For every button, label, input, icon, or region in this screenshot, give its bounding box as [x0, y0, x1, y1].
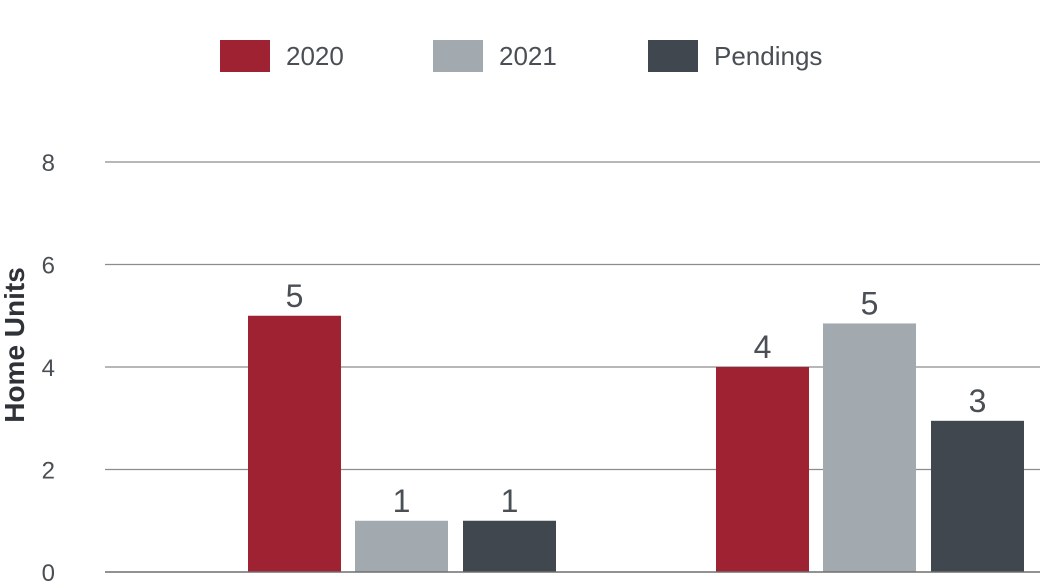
- legend-swatch-2021: [433, 40, 483, 72]
- data-label-2020-2: 4: [754, 329, 772, 365]
- legend-swatch-pendings: [648, 40, 698, 72]
- legend-swatch-2020: [220, 40, 270, 72]
- y-axis-ticks: 0 2 4 6 8: [42, 150, 55, 585]
- legend-label-2021: 2021: [499, 41, 557, 71]
- data-label-pendings-1: 1: [501, 483, 519, 519]
- data-label-2021-1: 1: [393, 483, 411, 519]
- y-tick-label-6: 6: [42, 253, 55, 280]
- legend-label-pendings: Pendings: [714, 41, 822, 71]
- bar-2021-2: [823, 323, 916, 572]
- bar-pendings-1: [463, 520, 556, 572]
- y-axis-title: Home Units: [0, 267, 30, 423]
- legend-label-2020: 2020: [286, 41, 344, 71]
- data-label-2021-2: 5: [861, 285, 879, 321]
- bar-2020-2: [716, 367, 809, 572]
- legend: 2020 2021 Pendings: [220, 40, 822, 72]
- data-label-2020-1: 5: [286, 278, 304, 314]
- data-labels: 5 4 1 5 1 3: [286, 278, 987, 519]
- y-tick-label-2: 2: [42, 458, 55, 485]
- bars: [248, 315, 1024, 572]
- data-label-pendings-2: 3: [969, 383, 987, 419]
- bar-2020-1: [248, 315, 341, 572]
- y-tick-label-0: 0: [42, 560, 55, 585]
- y-tick-label-8: 8: [42, 150, 55, 177]
- bar-pendings-2: [931, 420, 1024, 572]
- y-tick-label-4: 4: [42, 355, 55, 382]
- bar-2021-1: [355, 520, 448, 572]
